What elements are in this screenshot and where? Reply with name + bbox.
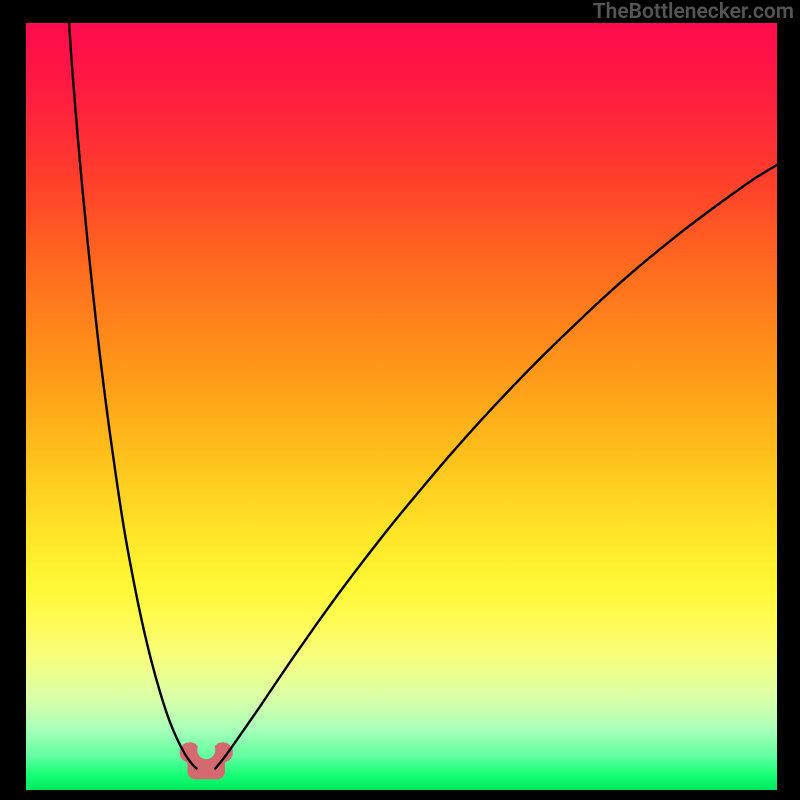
gradient-background bbox=[26, 23, 777, 790]
chart-stage: TheBottlenecker.com bbox=[0, 0, 800, 800]
plot-svg bbox=[26, 23, 777, 790]
watermark-text: TheBottlenecker.com bbox=[593, 0, 794, 24]
plot-area bbox=[26, 23, 777, 790]
